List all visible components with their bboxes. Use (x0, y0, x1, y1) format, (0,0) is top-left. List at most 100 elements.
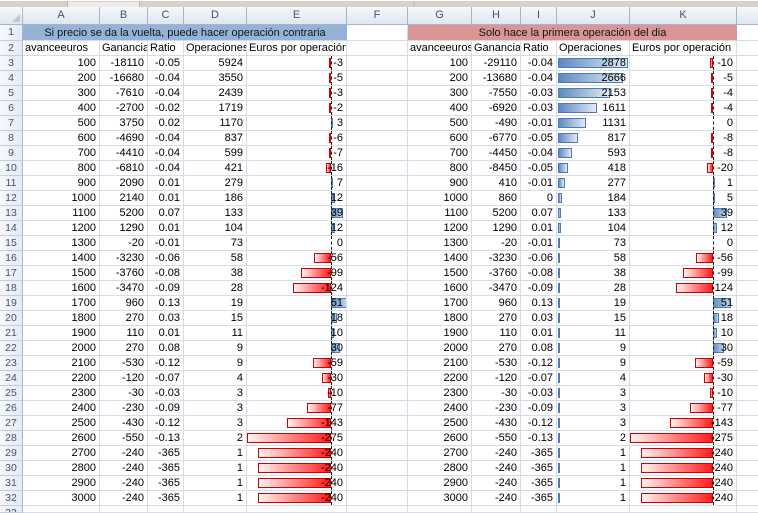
ganancia-cell[interactable]: -3760 (100, 266, 148, 281)
cell-stub[interactable] (737, 221, 758, 236)
operaciones-cell[interactable]: 11 (184, 326, 247, 341)
cell-f[interactable] (347, 131, 408, 146)
ratio-cell[interactable]: 0.03 (521, 311, 557, 326)
avanceeuros-cell[interactable]: 100 (23, 56, 100, 71)
ganancia-cell[interactable]: 960 (100, 296, 148, 311)
avanceeuros-cell[interactable]: 1700 (23, 296, 100, 311)
cell-stub[interactable] (737, 341, 758, 356)
right-column-label[interactable]: avanceeuros (408, 41, 472, 56)
operaciones-cell[interactable]: 133 (184, 206, 247, 221)
euros-por-operacion-cell[interactable]: -7 (247, 146, 347, 161)
empty-cell[interactable] (247, 506, 347, 513)
avanceeuros-cell[interactable]: 1000 (23, 191, 100, 206)
left-table-title[interactable]: Si precio se da la vuelta, puede hacer o… (23, 25, 347, 41)
operaciones-cell[interactable]: 9 (184, 341, 247, 356)
row-header-14[interactable]: 14 (0, 221, 23, 236)
operaciones-cell[interactable]: 2153 (557, 86, 630, 101)
euros-por-operacion-cell[interactable]: 12 (247, 221, 347, 236)
ratio-cell[interactable]: -0.12 (148, 416, 184, 431)
operaciones-cell[interactable]: 104 (184, 221, 247, 236)
column-header-partial[interactable] (737, 7, 758, 25)
row-header-19[interactable]: 19 (0, 296, 23, 311)
euros-por-operacion-cell[interactable]: -56 (247, 251, 347, 266)
ganancia-cell[interactable]: -30 (100, 386, 148, 401)
avanceeuros-cell[interactable]: 2100 (23, 356, 100, 371)
row-header-32[interactable]: 32 (0, 491, 23, 506)
ratio-cell[interactable]: -0.01 (521, 176, 557, 191)
avanceeuros-cell[interactable]: 1800 (408, 311, 472, 326)
cell-f[interactable] (347, 266, 408, 281)
row-header-20[interactable]: 20 (0, 311, 23, 326)
cell-f[interactable] (347, 386, 408, 401)
ganancia-cell[interactable]: 960 (472, 296, 521, 311)
column-header-d[interactable]: D (184, 7, 247, 25)
avanceeuros-cell[interactable]: 900 (23, 176, 100, 191)
ratio-cell[interactable]: 0.08 (521, 341, 557, 356)
empty-cell[interactable] (100, 506, 148, 513)
ratio-cell[interactable]: -0.09 (521, 281, 557, 296)
ratio-cell[interactable]: -0.07 (521, 371, 557, 386)
column-header-h[interactable]: H (472, 7, 521, 25)
avanceeuros-cell[interactable]: 2500 (23, 416, 100, 431)
empty-cell[interactable] (347, 506, 408, 513)
column-header-b[interactable]: B (100, 7, 148, 25)
ratio-cell[interactable]: -365 (148, 476, 184, 491)
cell-f[interactable] (347, 311, 408, 326)
ratio-cell[interactable]: 0 (521, 191, 557, 206)
operaciones-cell[interactable]: 2666 (557, 71, 630, 86)
avanceeuros-cell[interactable]: 1900 (23, 326, 100, 341)
ratio-cell[interactable]: -0.03 (521, 101, 557, 116)
cell-f[interactable] (347, 206, 408, 221)
row-header-7[interactable]: 7 (0, 116, 23, 131)
operaciones-cell[interactable]: 418 (557, 161, 630, 176)
operaciones-cell[interactable]: 28 (557, 281, 630, 296)
euros-por-operacion-cell[interactable]: -240 (630, 476, 737, 491)
ratio-cell[interactable]: -365 (148, 446, 184, 461)
euros-por-operacion-cell[interactable]: 18 (630, 311, 737, 326)
euros-por-operacion-cell[interactable]: -99 (247, 266, 347, 281)
ratio-cell[interactable]: -0.04 (521, 56, 557, 71)
ganancia-cell[interactable]: -430 (472, 416, 521, 431)
ganancia-cell[interactable]: -4450 (472, 146, 521, 161)
cell-stub[interactable] (737, 266, 758, 281)
operaciones-cell[interactable]: 73 (557, 236, 630, 251)
operaciones-cell[interactable]: 15 (557, 311, 630, 326)
cell-f[interactable] (347, 101, 408, 116)
euros-por-operacion-cell[interactable]: -10 (247, 386, 347, 401)
row-header-8[interactable]: 8 (0, 131, 23, 146)
cell-f[interactable] (347, 401, 408, 416)
operaciones-cell[interactable]: 4 (557, 371, 630, 386)
ganancia-cell[interactable]: -8450 (472, 161, 521, 176)
ganancia-cell[interactable]: -240 (100, 476, 148, 491)
ratio-cell[interactable]: 0.07 (148, 206, 184, 221)
cell-f[interactable] (347, 326, 408, 341)
operaciones-cell[interactable]: 1719 (184, 101, 247, 116)
ratio-cell[interactable]: 0.01 (148, 326, 184, 341)
cell-f[interactable] (347, 371, 408, 386)
euros-por-operacion-cell[interactable]: 3 (247, 116, 347, 131)
ratio-cell[interactable]: -365 (148, 461, 184, 476)
operaciones-cell[interactable]: 73 (184, 236, 247, 251)
euros-por-operacion-cell[interactable]: 51 (247, 296, 347, 311)
euros-por-operacion-cell[interactable]: -240 (247, 446, 347, 461)
operaciones-cell[interactable]: 1 (557, 461, 630, 476)
operaciones-cell[interactable]: 1 (557, 491, 630, 506)
ganancia-cell[interactable]: -7610 (100, 86, 148, 101)
ratio-cell[interactable]: 0.07 (521, 206, 557, 221)
ganancia-cell[interactable]: -18110 (100, 56, 148, 71)
cell-stub[interactable] (737, 386, 758, 401)
row-header-3[interactable]: 3 (0, 56, 23, 71)
ganancia-cell[interactable]: -3760 (472, 266, 521, 281)
operaciones-cell[interactable]: 421 (184, 161, 247, 176)
euros-por-operacion-cell[interactable]: -77 (630, 401, 737, 416)
ratio-cell[interactable]: 0.01 (148, 221, 184, 236)
cell-f[interactable] (347, 236, 408, 251)
operaciones-cell[interactable]: 1 (184, 461, 247, 476)
operaciones-cell[interactable]: 277 (557, 176, 630, 191)
row-header-2[interactable]: 2 (0, 41, 23, 56)
row-header-25[interactable]: 25 (0, 386, 23, 401)
euros-por-operacion-cell[interactable]: -4 (630, 101, 737, 116)
avanceeuros-cell[interactable]: 2600 (408, 431, 472, 446)
ratio-cell[interactable]: -0.04 (148, 146, 184, 161)
ganancia-cell[interactable]: 270 (100, 311, 148, 326)
